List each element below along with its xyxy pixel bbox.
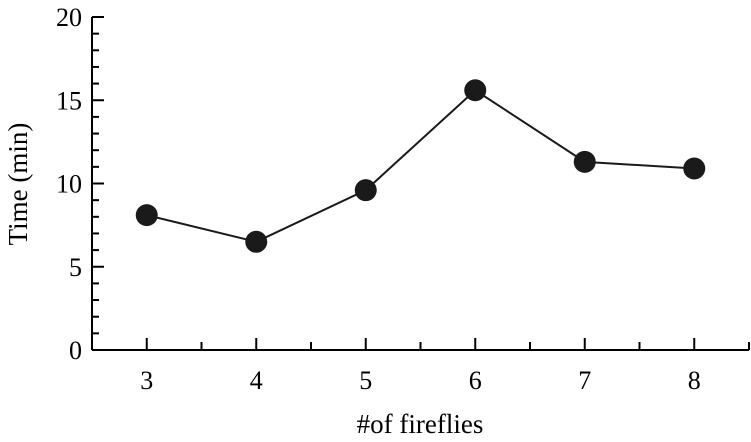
x-tick-label: 3 <box>140 366 153 395</box>
series-group <box>135 79 706 253</box>
data-point <box>464 79 487 102</box>
x-axis-label: #of fireflies <box>357 409 484 439</box>
data-point <box>354 179 377 202</box>
y-tick-label: 0 <box>69 336 82 365</box>
axes <box>91 17 749 351</box>
x-tick-label: 8 <box>688 366 701 395</box>
y-tick-label: 10 <box>56 170 82 199</box>
ticks: 0 5 10 15 20 3 4 5 6 7 8 <box>56 3 750 395</box>
y-tick-label: 15 <box>56 86 82 115</box>
data-point <box>573 150 596 173</box>
y-tick-label: 20 <box>56 3 82 32</box>
data-point <box>683 157 706 180</box>
x-tick-label: 4 <box>250 366 263 395</box>
x-tick-label: 6 <box>469 366 482 395</box>
data-point <box>245 230 268 253</box>
x-tick-label: 5 <box>359 366 372 395</box>
y-axis-label: Time (min) <box>3 123 33 246</box>
y-tick-label: 5 <box>69 253 82 282</box>
series-line <box>146 88 695 243</box>
data-point <box>135 204 158 227</box>
x-tick-label: 7 <box>578 366 591 395</box>
